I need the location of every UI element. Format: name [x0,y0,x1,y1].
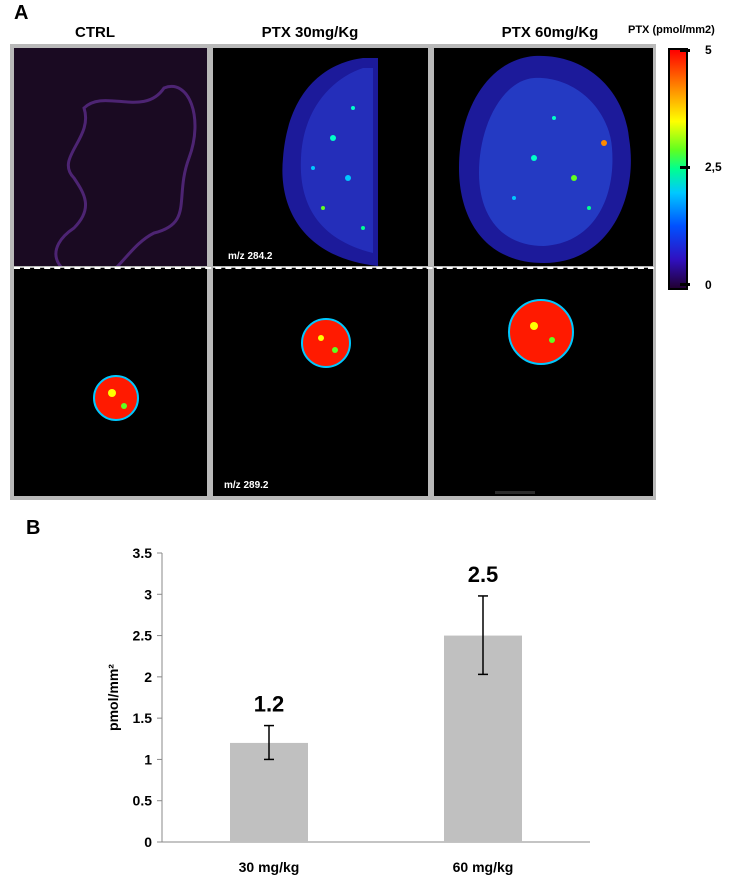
value-label: 2.5 [468,562,499,587]
x-tick-label: 60 mg/kg [453,859,514,875]
ptx60-bottom-map [508,299,574,365]
tile-ctrl-top [14,48,207,266]
tile-ctrl-bottom [14,268,207,496]
colorbar-tick-bottom [680,283,690,286]
bars [230,635,522,842]
y-tick-label: 3.5 [133,545,153,561]
y-tick-label: 2 [144,669,152,685]
mz-label-bottom: m/z 289.2 [224,480,269,491]
x-tick-labels: 30 mg/kg 60 mg/kg [239,859,514,875]
row-divider [14,267,654,269]
tile-ptx30-top [213,48,428,266]
ptx30-bottom-map [301,318,351,368]
panel-a-letter: A [14,2,29,24]
column-title-ptx-30: PTX 30mg/Kg [261,24,359,41]
column-title-ctrl: CTRL [75,24,115,41]
y-axis-title: pmol/mm² [105,664,121,731]
value-label: 1.2 [254,692,285,717]
colorbar-label-mid: 2,5 [705,160,722,174]
y-tick-label: 1 [144,751,152,767]
bar-chart: 0 0.5 1 1.5 2 2.5 3 3.5 1.2 2.5 30 mg/kg 60 mg/kg… [105,545,590,875]
colorbar-label-min: 0 [705,278,712,292]
x-tick-label: 30 mg/kg [239,859,300,875]
panel-b-letter: B [26,517,41,539]
colorbar-tick-top [680,49,690,52]
error-bars [264,595,488,761]
ptx60-tissue-map [459,55,631,264]
scale-bar [495,491,535,494]
ptx30-tissue-map [282,58,378,266]
ctrl-bottom-map [93,375,139,421]
column-title-ptx-60: PTX 60mg/Kg [501,24,599,41]
y-tick-label: 0 [144,834,152,850]
tile-ptx60-bottom [434,268,653,496]
y-tick-label: 2.5 [133,628,153,644]
tile-ptx30-bottom [213,268,428,496]
y-axis-ticks: 0 0.5 1 1.5 2 2.5 3 3.5 [133,545,162,850]
y-tick-label: 3 [144,586,152,602]
y-tick-label: 0.5 [133,793,153,809]
y-tick-label: 1.5 [133,710,153,726]
colorbar-tick-mid [680,166,690,169]
colorbar [668,48,688,290]
colorbar-label-max: 5 [705,43,712,57]
colorbar-title: PTX (pmol/mm2) [628,24,715,36]
ctrl-tissue-outline [14,48,207,266]
tile-ptx60-top [434,48,653,266]
value-labels: 1.2 2.5 [254,562,499,717]
mz-label-top: m/z 284.2 [228,251,273,262]
